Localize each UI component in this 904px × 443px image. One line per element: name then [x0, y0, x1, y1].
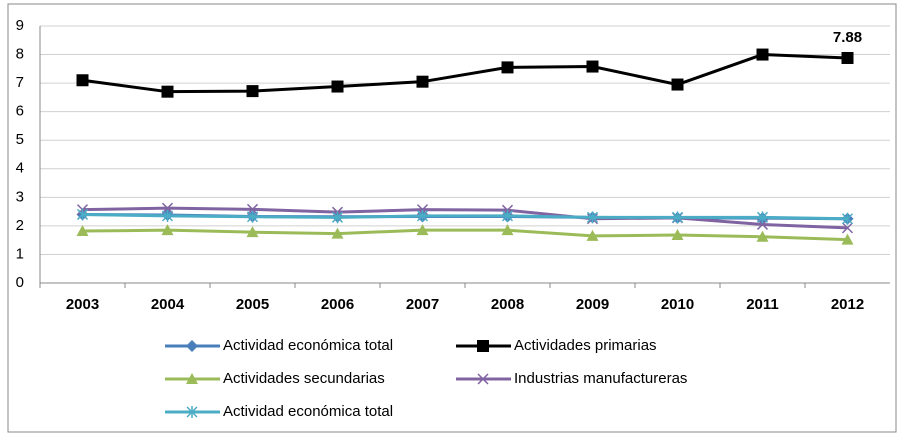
data-point: [501, 209, 514, 222]
legend-label: Actividades secundarias: [223, 370, 385, 387]
data-point: [586, 229, 599, 241]
data-point: [671, 78, 684, 91]
series-line: [82, 228, 848, 242]
data-point: [841, 212, 854, 225]
x-tick-label: 2010: [661, 296, 694, 313]
x-tick-label: 2005: [236, 296, 269, 313]
y-tick-label: 4: [16, 160, 24, 177]
data-point: [246, 85, 259, 98]
x-tick-label: 2012: [831, 296, 864, 313]
data-point: [246, 226, 259, 238]
data-point: [586, 60, 599, 73]
x-tick-label: 2009: [576, 296, 609, 313]
legend-label: Industrias manufactureras: [514, 370, 687, 387]
x-tick-label: 2007: [406, 296, 439, 313]
data-point: [416, 75, 429, 88]
x-tick-label: 2003: [66, 296, 99, 313]
legend-marker: [186, 340, 198, 352]
data-point: [756, 211, 769, 224]
x-tick-label: 2006: [321, 296, 354, 313]
series-line: [82, 212, 848, 221]
y-tick-label: 7: [16, 74, 24, 91]
y-tick-label: 1: [16, 245, 24, 262]
data-point: [76, 74, 89, 87]
data-point: [161, 85, 174, 98]
y-tick-label: 5: [16, 131, 24, 148]
legend-marker: [477, 340, 489, 352]
legend-label: Actividad económica total: [223, 337, 393, 354]
data-label: 7.88: [833, 29, 862, 46]
data-point: [331, 227, 344, 239]
data-point: [841, 222, 854, 234]
y-tick-label: 9: [16, 17, 24, 34]
data-point: [841, 51, 854, 64]
x-tick-label: 2011: [746, 296, 779, 313]
data-point: [671, 211, 684, 224]
data-point: [501, 61, 514, 74]
legend-label: Actividades primarias: [514, 337, 657, 354]
data-point: [161, 209, 174, 222]
legend-marker: [186, 373, 198, 384]
data-point: [756, 230, 769, 242]
data-point: [841, 233, 854, 245]
legend-marker: [186, 406, 198, 418]
legend-label: Actividad económica total: [223, 403, 393, 420]
y-tick-label: 2: [16, 217, 24, 234]
data-point: [586, 211, 599, 224]
y-tick-label: 6: [16, 103, 24, 120]
data-point: [331, 211, 344, 224]
y-tick-label: 3: [16, 188, 24, 205]
data-point: [501, 224, 514, 236]
data-point: [246, 210, 259, 223]
data-point: [416, 224, 429, 236]
series-line: [82, 206, 848, 230]
data-point: [416, 209, 429, 222]
data-point: [76, 225, 89, 237]
data-point: [671, 229, 684, 241]
legend-marker: [477, 373, 489, 385]
series-line: [82, 53, 848, 94]
data-point: [331, 80, 344, 93]
data-point: [161, 224, 174, 236]
data-point: [756, 48, 769, 61]
y-tick-label: 8: [16, 46, 24, 63]
x-tick-label: 2004: [151, 296, 185, 313]
y-tick-label: 0: [16, 274, 24, 291]
data-point: [76, 208, 89, 221]
x-tick-label: 2008: [491, 296, 524, 313]
